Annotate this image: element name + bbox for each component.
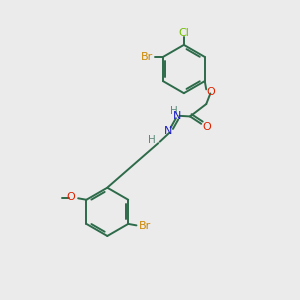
Text: N: N — [164, 126, 172, 136]
Text: Br: Br — [141, 52, 153, 62]
Text: O: O — [67, 192, 76, 203]
Text: Br: Br — [139, 221, 152, 231]
Text: O: O — [207, 87, 216, 97]
Text: N: N — [173, 111, 182, 121]
Text: Cl: Cl — [178, 28, 189, 38]
Text: H: H — [170, 106, 177, 116]
Text: H: H — [148, 135, 156, 145]
Text: O: O — [202, 122, 211, 132]
